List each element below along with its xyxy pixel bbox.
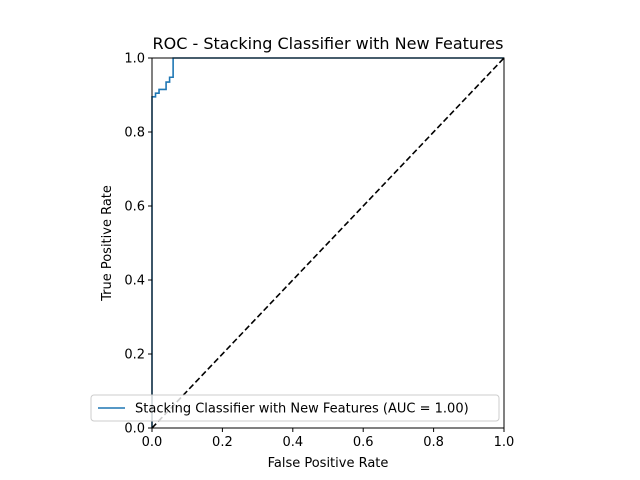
y-tick-label: 0.6 bbox=[124, 200, 145, 215]
x-tick-label: 1.0 bbox=[494, 435, 515, 450]
x-axis-ticks: 0.0 0.2 0.4 0.6 0.8 1.0 bbox=[142, 428, 515, 450]
legend-label: Stacking Classifier with New Features (A… bbox=[135, 402, 469, 417]
plot-area-frame bbox=[151, 57, 505, 429]
y-tick-label: 0.4 bbox=[124, 274, 145, 289]
y-tick-label: 0.2 bbox=[124, 348, 145, 363]
legend: Stacking Classifier with New Features (A… bbox=[90, 394, 500, 422]
y-tick-label: 0.0 bbox=[124, 422, 145, 437]
x-tick-label: 0.4 bbox=[282, 435, 303, 450]
chart-title: ROC - Stacking Classifier with New Featu… bbox=[153, 34, 504, 53]
roc-curve-line bbox=[151, 57, 504, 428]
x-tick-label: 0.2 bbox=[212, 435, 233, 450]
y-tick-label: 1.0 bbox=[124, 52, 145, 67]
x-tick-label: 0.8 bbox=[423, 435, 444, 450]
y-axis-label: True Positive Rate bbox=[100, 185, 115, 302]
y-axis-ticks: 0.0 0.2 0.4 0.6 0.8 1.0 bbox=[124, 52, 152, 437]
x-axis-label: False Positive Rate bbox=[268, 456, 389, 471]
x-tick-label: 0.0 bbox=[142, 435, 163, 450]
y-tick-label: 0.8 bbox=[124, 126, 145, 141]
x-tick-label: 0.6 bbox=[353, 435, 374, 450]
legend-box bbox=[90, 394, 500, 422]
chance-diagonal-line bbox=[151, 57, 505, 429]
series-layer bbox=[151, 57, 505, 429]
